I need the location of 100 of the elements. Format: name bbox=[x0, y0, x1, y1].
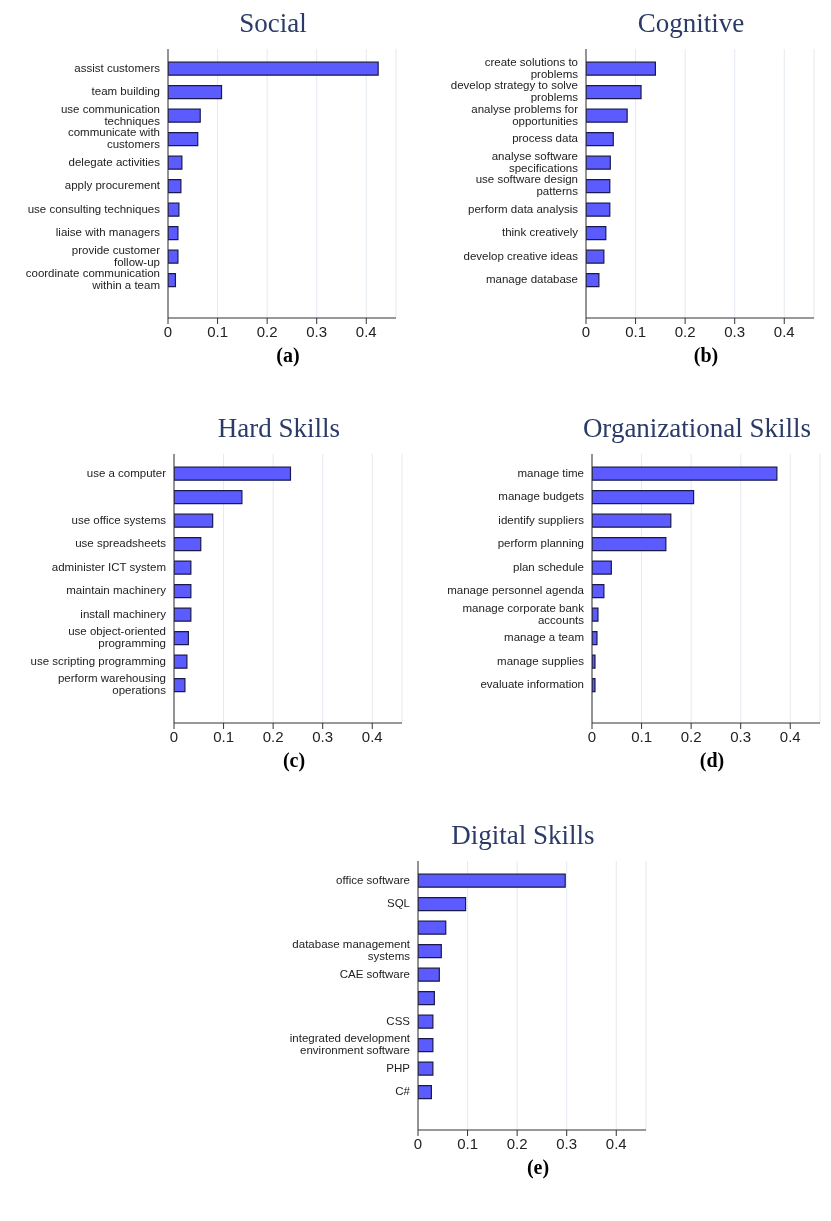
y-tick-label: plan schedule bbox=[513, 560, 584, 573]
bar bbox=[174, 466, 292, 481]
bar bbox=[168, 61, 379, 76]
chart-title: Cognitive bbox=[636, 8, 746, 40]
y-tick-label: think creatively bbox=[501, 226, 579, 239]
y-tick-label: administer ICT system bbox=[51, 560, 166, 573]
y-tick-label: process data bbox=[512, 132, 579, 145]
y-tick-label: use object-oriented programming bbox=[68, 625, 166, 650]
x-tick-label: 0 bbox=[169, 727, 179, 745]
bar bbox=[174, 560, 192, 575]
x-tick-label: 0.3 bbox=[312, 727, 334, 745]
y-tick-label: manage database bbox=[485, 273, 578, 286]
x-axis-title: (d) bbox=[698, 749, 726, 772]
y-tick-label: install machinery bbox=[80, 607, 167, 620]
x-tick-label: 0.3 bbox=[730, 727, 752, 745]
bar bbox=[592, 584, 605, 599]
x-tick-label: 0 bbox=[163, 322, 173, 340]
x-tick-label: 0.4 bbox=[355, 322, 377, 340]
x-tick-label: 0.4 bbox=[779, 727, 801, 745]
x-tick-label: 0.2 bbox=[680, 727, 702, 745]
x-tick-label: 0.4 bbox=[361, 727, 383, 745]
x-tick-label: 0 bbox=[581, 322, 591, 340]
bar bbox=[418, 1038, 434, 1053]
bar bbox=[174, 607, 192, 622]
bar bbox=[418, 991, 435, 1006]
y-tick-label: perform data analysis bbox=[468, 202, 579, 215]
bar bbox=[418, 873, 566, 888]
bar bbox=[168, 85, 223, 100]
x-tick-label: 0.2 bbox=[674, 322, 696, 340]
x-tick-label: 0.1 bbox=[207, 322, 228, 340]
bar bbox=[174, 513, 214, 528]
bar bbox=[174, 631, 189, 646]
bar bbox=[586, 273, 600, 288]
y-tick-label: evaluate information bbox=[480, 678, 584, 691]
y-tick-label: assist customers bbox=[74, 61, 161, 74]
bar bbox=[592, 513, 672, 528]
bar bbox=[168, 179, 182, 194]
bar bbox=[586, 249, 605, 264]
bar bbox=[586, 179, 611, 194]
y-tick-label: use spreadsheets bbox=[75, 537, 167, 550]
chart-title: Social bbox=[238, 8, 308, 40]
bar bbox=[168, 108, 201, 123]
bar bbox=[586, 108, 628, 123]
bar bbox=[418, 1061, 434, 1076]
y-tick-label: provide customer follow-up bbox=[71, 243, 161, 268]
x-tick-label: 0 bbox=[587, 727, 597, 745]
bar bbox=[174, 654, 188, 669]
y-tick-label: CSS bbox=[386, 1014, 411, 1027]
x-tick-label: 0.4 bbox=[773, 322, 795, 340]
y-tick-label: identify suppliers bbox=[498, 513, 585, 526]
y-tick-label: manage a team bbox=[504, 631, 584, 644]
x-tick-label: 0.1 bbox=[625, 322, 646, 340]
bar bbox=[586, 155, 611, 170]
x-axis-title: (e) bbox=[525, 1156, 551, 1179]
y-tick-label: C# bbox=[395, 1085, 411, 1098]
bar bbox=[174, 490, 243, 505]
bar bbox=[592, 631, 598, 646]
x-tick-label: 0.2 bbox=[256, 322, 278, 340]
x-tick-label: 0.2 bbox=[262, 727, 284, 745]
chart-title: Hard Skills bbox=[216, 413, 342, 445]
y-tick-label: create solutions to problems bbox=[484, 55, 579, 80]
y-tick-label: use a computer bbox=[86, 466, 167, 479]
y-tick-label: maintain machinery bbox=[66, 584, 167, 597]
y-tick-label: use office systems bbox=[71, 513, 167, 526]
y-tick-label: CAE software bbox=[339, 967, 410, 980]
bar bbox=[592, 560, 612, 575]
bar bbox=[418, 1014, 434, 1029]
bar bbox=[592, 537, 667, 552]
y-tick-label: manage corporate bank accounts bbox=[462, 601, 585, 626]
y-tick-label: manage budgets bbox=[498, 490, 585, 503]
bar bbox=[592, 607, 599, 622]
x-tick-label: 0.1 bbox=[213, 727, 234, 745]
x-axis-title: (b) bbox=[692, 344, 720, 367]
y-tick-label: develop creative ideas bbox=[463, 249, 579, 262]
bar bbox=[168, 202, 180, 217]
x-tick-label: 0.1 bbox=[457, 1134, 478, 1152]
y-tick-label: PHP bbox=[386, 1061, 411, 1074]
y-tick-label: perform planning bbox=[497, 537, 584, 550]
bar bbox=[174, 678, 186, 693]
y-tick-label: use scripting programming bbox=[30, 654, 166, 667]
y-tick-label: database management systems bbox=[292, 938, 411, 963]
y-tick-label: delegate activities bbox=[68, 155, 161, 168]
y-tick-label: manage time bbox=[517, 466, 584, 479]
bar bbox=[586, 85, 642, 100]
y-tick-label: use consulting techniques bbox=[27, 202, 161, 215]
bar bbox=[592, 490, 695, 505]
bar bbox=[174, 584, 192, 599]
bar bbox=[586, 61, 656, 76]
y-tick-label: office software bbox=[336, 873, 410, 886]
x-tick-label: 0.3 bbox=[724, 322, 746, 340]
y-tick-label: perform warehousing operations bbox=[57, 672, 167, 697]
bar bbox=[168, 132, 199, 147]
y-tick-label: apply procurement bbox=[64, 179, 161, 192]
x-tick-label: 0.3 bbox=[556, 1134, 578, 1152]
x-tick-label: 0 bbox=[413, 1134, 423, 1152]
x-axis-title: (a) bbox=[275, 344, 301, 367]
bar bbox=[168, 155, 183, 170]
bar bbox=[586, 132, 614, 147]
y-tick-label: analyse software specifications bbox=[491, 149, 579, 174]
bar bbox=[586, 226, 607, 241]
